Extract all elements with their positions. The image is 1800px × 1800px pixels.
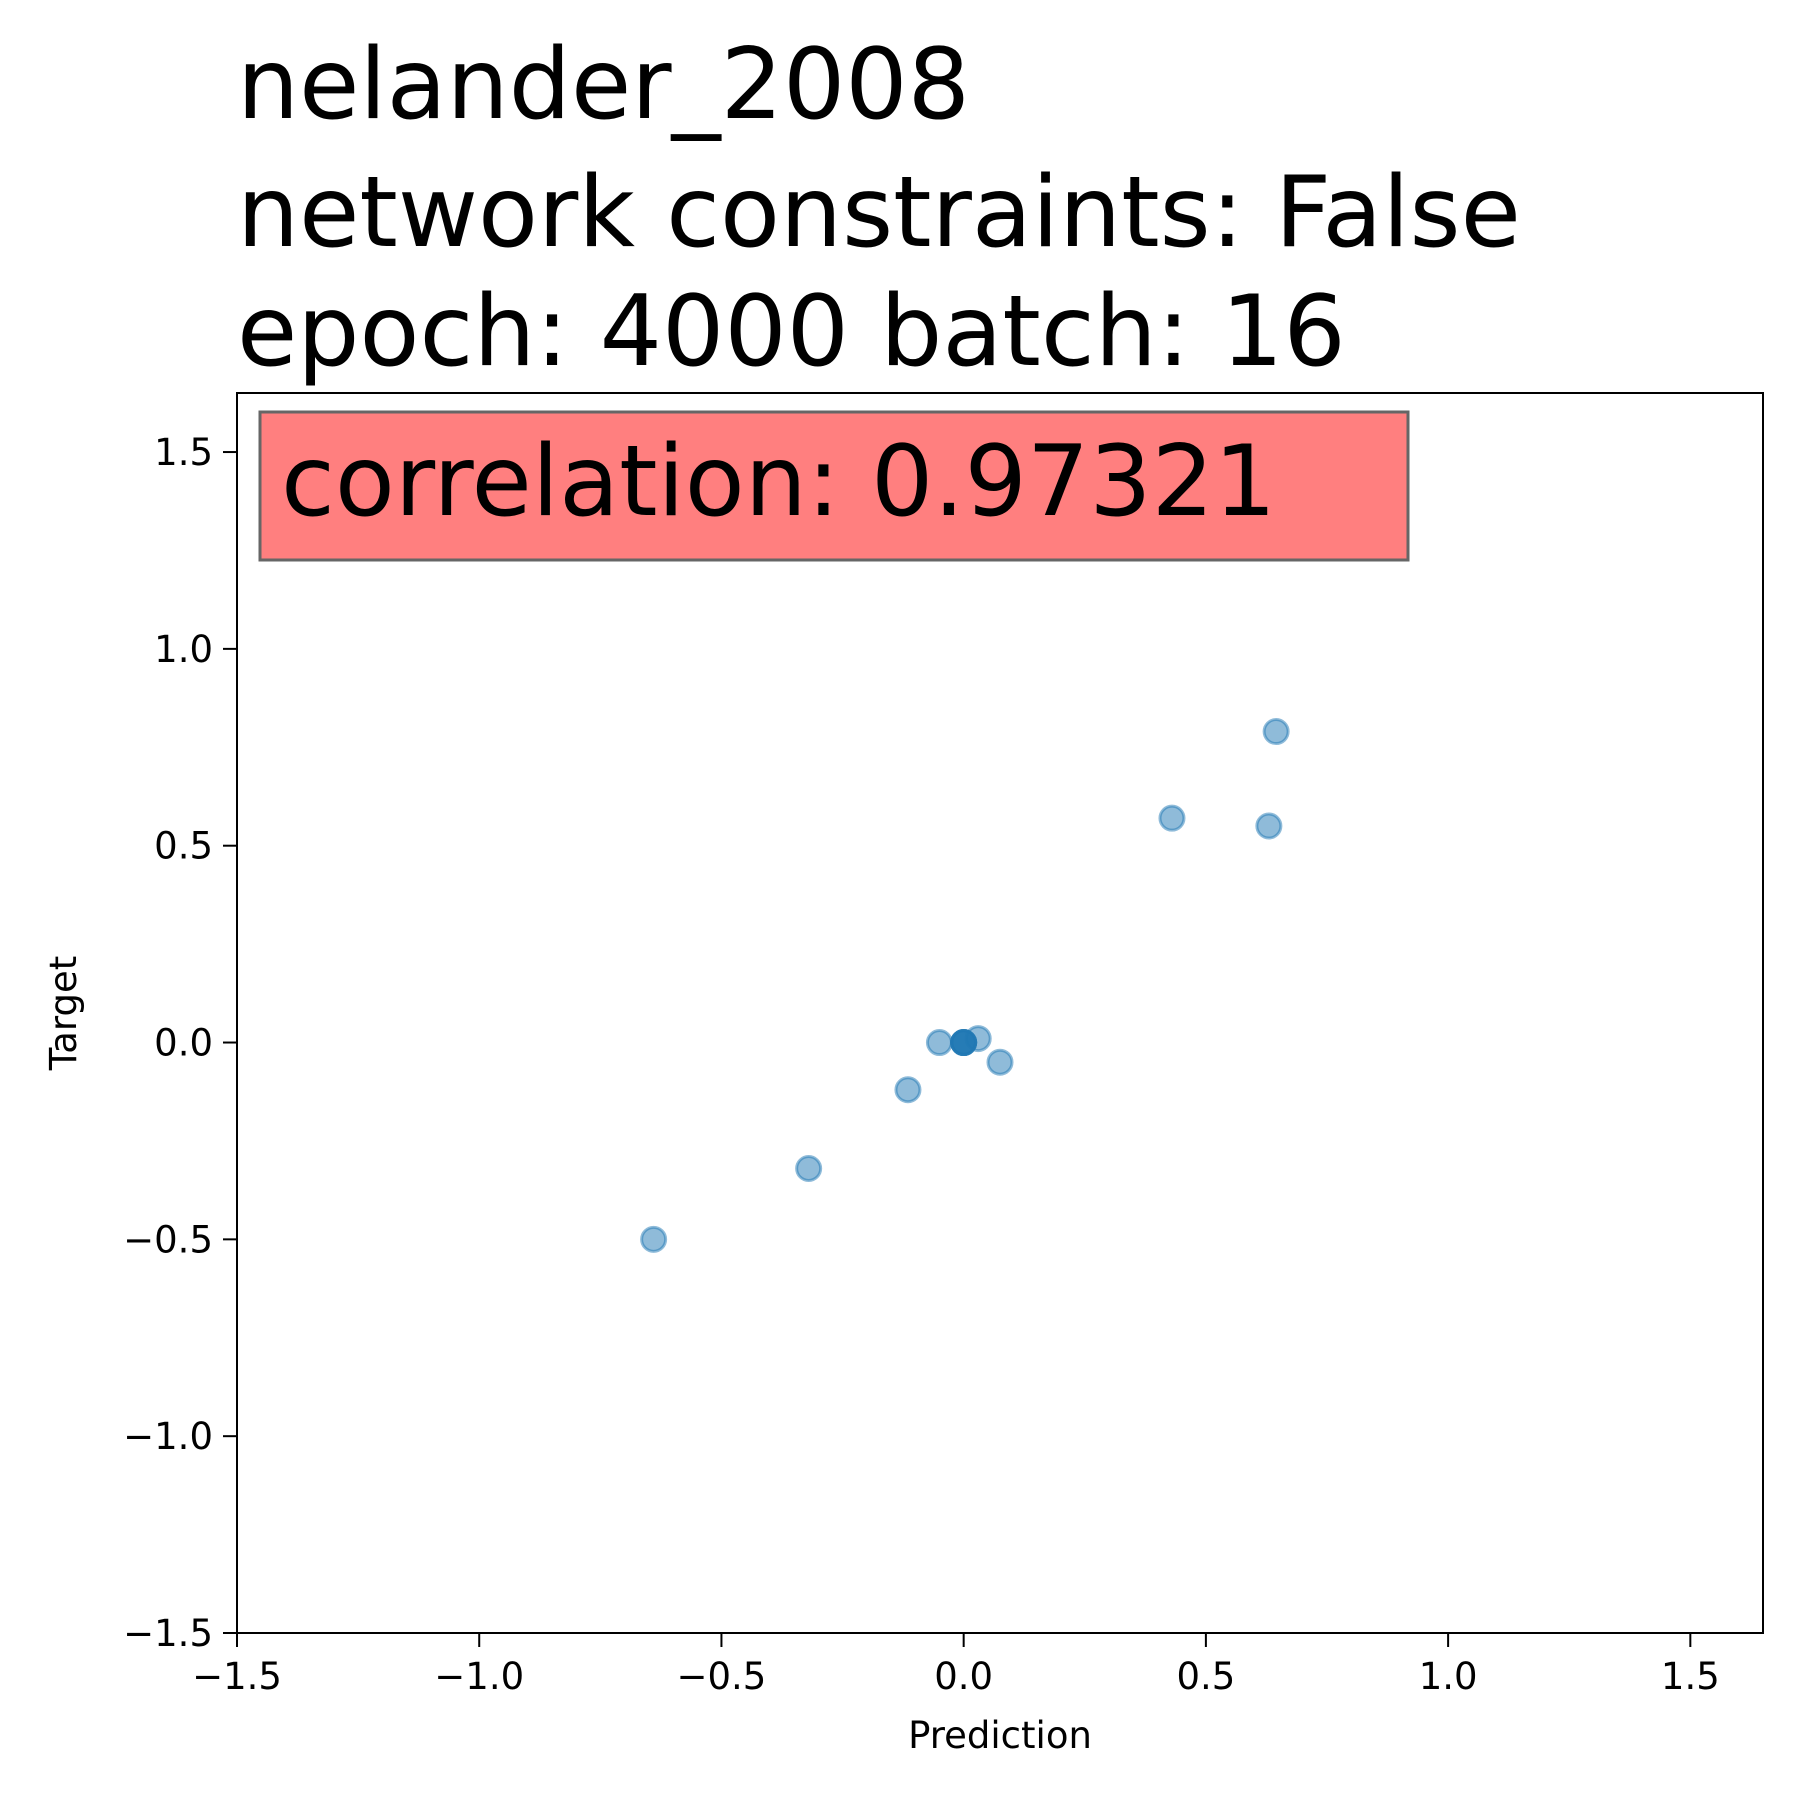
correlation-annotation: correlation: 0.97321 xyxy=(258,410,1410,562)
y-tick-label: 0.0 xyxy=(154,1022,213,1065)
x-tick-label: −0.5 xyxy=(677,1655,767,1698)
x-axis-ticks: −1.5 −1.0 −0.5 0.0 0.5 1.0 1.5 xyxy=(192,1633,1720,1698)
title-line-3: epoch: 4000 batch: 16 xyxy=(237,275,1346,389)
y-tick-label: −0.5 xyxy=(123,1218,213,1261)
correlation-box xyxy=(258,410,1410,562)
data-point xyxy=(964,1025,992,1053)
y-tick-label: −1.5 xyxy=(123,1612,213,1655)
y-axis-label: Target xyxy=(42,956,85,1071)
y-tick-label: 1.5 xyxy=(154,431,213,474)
data-point xyxy=(986,1048,1014,1076)
title-line-2: network constraints: False xyxy=(237,156,1521,270)
y-axis-ticks: −1.5 −1.0 −0.5 0.0 0.5 1.0 1.5 xyxy=(123,431,237,1655)
y-tick-label: −1.0 xyxy=(123,1415,213,1458)
y-tick-label: 0.5 xyxy=(154,825,213,868)
title-line-1: nelander_2008 xyxy=(237,28,970,142)
chart-title: nelander_2008 network constraints: False… xyxy=(237,28,1521,389)
x-tick-label: 1.5 xyxy=(1661,1655,1720,1698)
correlation-text: correlation: 0.97321 xyxy=(281,425,1276,539)
plot-area xyxy=(236,392,1764,1634)
x-tick-label: −1.0 xyxy=(434,1655,524,1698)
x-tick-label: 1.0 xyxy=(1419,1655,1478,1698)
plot-frame xyxy=(236,392,1764,1634)
data-point xyxy=(925,1029,953,1057)
data-point xyxy=(795,1154,823,1182)
data-point xyxy=(1158,804,1186,832)
data-point xyxy=(1255,812,1283,840)
data-points xyxy=(640,718,1290,1253)
x-tick-label: 0.5 xyxy=(1176,1655,1235,1698)
x-tick-label: 0.0 xyxy=(934,1655,993,1698)
data-point xyxy=(894,1076,922,1104)
data-point xyxy=(1262,718,1290,746)
data-point xyxy=(640,1225,668,1253)
y-tick-label: 1.0 xyxy=(154,628,213,671)
x-axis-label: Prediction xyxy=(908,1714,1092,1757)
x-tick-label: −1.5 xyxy=(192,1655,282,1698)
